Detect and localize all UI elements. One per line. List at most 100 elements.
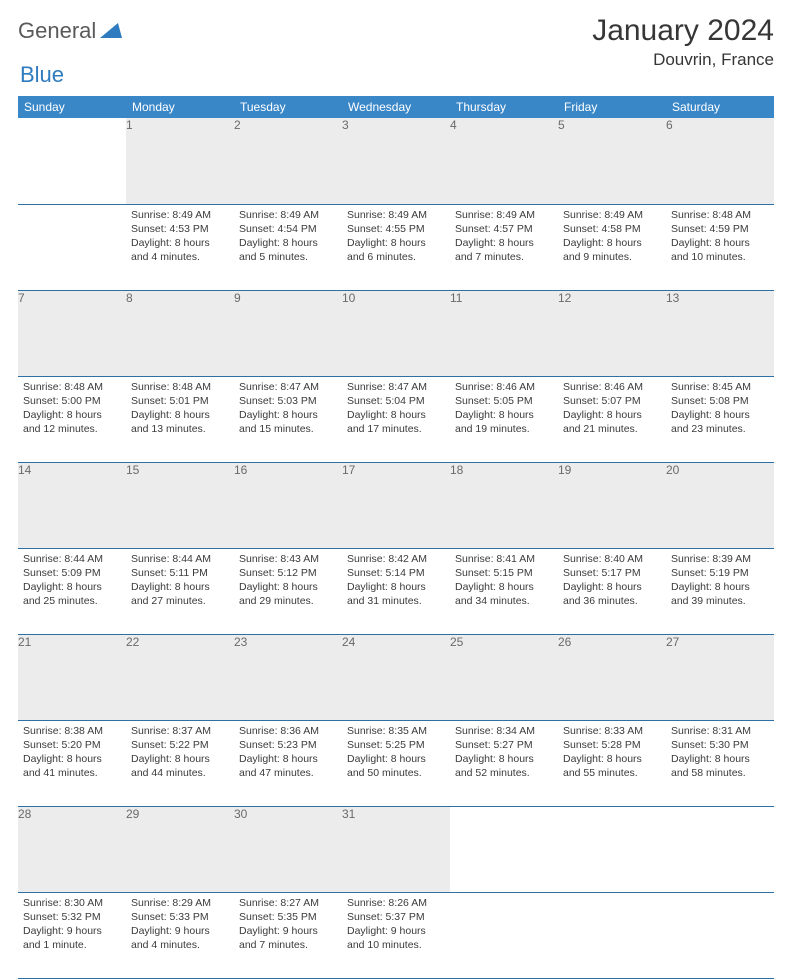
day-cell: Sunrise: 8:46 AMSunset: 5:05 PMDaylight:…	[450, 376, 558, 462]
day-cell: Sunrise: 8:43 AMSunset: 5:12 PMDaylight:…	[234, 548, 342, 634]
day-number: 30	[234, 806, 342, 892]
sunrise-line: Sunrise: 8:49 AM	[563, 208, 661, 222]
sunset-line: Sunset: 5:22 PM	[131, 738, 229, 752]
location: Douvrin, France	[592, 50, 774, 70]
sunset-line: Sunset: 4:57 PM	[455, 222, 553, 236]
day-cell: Sunrise: 8:49 AMSunset: 4:57 PMDaylight:…	[450, 204, 558, 290]
day-cell: Sunrise: 8:29 AMSunset: 5:33 PMDaylight:…	[126, 892, 234, 978]
day-cell: Sunrise: 8:36 AMSunset: 5:23 PMDaylight:…	[234, 720, 342, 806]
day-cell: Sunrise: 8:46 AMSunset: 5:07 PMDaylight:…	[558, 376, 666, 462]
daylight-line: Daylight: 9 hours and 4 minutes.	[131, 924, 229, 952]
day-number: 3	[342, 118, 450, 204]
weekday-header: Wednesday	[342, 96, 450, 118]
daylight-line: Daylight: 8 hours and 34 minutes.	[455, 580, 553, 608]
day-cell: Sunrise: 8:45 AMSunset: 5:08 PMDaylight:…	[666, 376, 774, 462]
sunset-line: Sunset: 5:19 PM	[671, 566, 769, 580]
day-number: 21	[18, 634, 126, 720]
sunrise-line: Sunrise: 8:44 AM	[23, 552, 121, 566]
day-number: 27	[666, 634, 774, 720]
day-cell: Sunrise: 8:26 AMSunset: 5:37 PMDaylight:…	[342, 892, 450, 978]
logo-triangle-icon	[100, 20, 122, 43]
sunrise-line: Sunrise: 8:44 AM	[131, 552, 229, 566]
sunrise-line: Sunrise: 8:47 AM	[347, 380, 445, 394]
day-number	[666, 806, 774, 892]
sunrise-line: Sunrise: 8:46 AM	[563, 380, 661, 394]
daylight-line: Daylight: 8 hours and 27 minutes.	[131, 580, 229, 608]
sunrise-line: Sunrise: 8:31 AM	[671, 724, 769, 738]
weekday-header-row: SundayMondayTuesdayWednesdayThursdayFrid…	[18, 96, 774, 118]
day-number: 7	[18, 290, 126, 376]
sunset-line: Sunset: 5:12 PM	[239, 566, 337, 580]
day-cell: Sunrise: 8:31 AMSunset: 5:30 PMDaylight:…	[666, 720, 774, 806]
day-number: 12	[558, 290, 666, 376]
sunrise-line: Sunrise: 8:33 AM	[563, 724, 661, 738]
sunset-line: Sunset: 5:25 PM	[347, 738, 445, 752]
day-number-row: 28293031	[18, 806, 774, 892]
weekday-header: Monday	[126, 96, 234, 118]
day-number: 29	[126, 806, 234, 892]
day-number: 11	[450, 290, 558, 376]
day-number: 17	[342, 462, 450, 548]
day-cell: Sunrise: 8:35 AMSunset: 5:25 PMDaylight:…	[342, 720, 450, 806]
day-number: 9	[234, 290, 342, 376]
sunset-line: Sunset: 5:35 PM	[239, 910, 337, 924]
daylight-line: Daylight: 8 hours and 25 minutes.	[23, 580, 121, 608]
sunset-line: Sunset: 5:30 PM	[671, 738, 769, 752]
day-number: 31	[342, 806, 450, 892]
sunrise-line: Sunrise: 8:26 AM	[347, 896, 445, 910]
day-number: 6	[666, 118, 774, 204]
sunrise-line: Sunrise: 8:29 AM	[131, 896, 229, 910]
day-cell: Sunrise: 8:47 AMSunset: 5:04 PMDaylight:…	[342, 376, 450, 462]
daylight-line: Daylight: 8 hours and 55 minutes.	[563, 752, 661, 780]
daylight-line: Daylight: 8 hours and 10 minutes.	[671, 236, 769, 264]
daylight-line: Daylight: 8 hours and 52 minutes.	[455, 752, 553, 780]
day-number: 5	[558, 118, 666, 204]
logo: General	[18, 14, 124, 44]
daylight-line: Daylight: 9 hours and 10 minutes.	[347, 924, 445, 952]
day-number-row: 21222324252627	[18, 634, 774, 720]
sunset-line: Sunset: 5:15 PM	[455, 566, 553, 580]
day-number	[450, 806, 558, 892]
sunrise-line: Sunrise: 8:27 AM	[239, 896, 337, 910]
sunrise-line: Sunrise: 8:49 AM	[239, 208, 337, 222]
day-cell: Sunrise: 8:37 AMSunset: 5:22 PMDaylight:…	[126, 720, 234, 806]
sunset-line: Sunset: 5:08 PM	[671, 394, 769, 408]
sunset-line: Sunset: 5:04 PM	[347, 394, 445, 408]
daylight-line: Daylight: 8 hours and 31 minutes.	[347, 580, 445, 608]
daylight-line: Daylight: 8 hours and 21 minutes.	[563, 408, 661, 436]
sunset-line: Sunset: 5:05 PM	[455, 394, 553, 408]
day-cell: Sunrise: 8:40 AMSunset: 5:17 PMDaylight:…	[558, 548, 666, 634]
day-cell: Sunrise: 8:33 AMSunset: 5:28 PMDaylight:…	[558, 720, 666, 806]
sunset-line: Sunset: 4:58 PM	[563, 222, 661, 236]
daylight-line: Daylight: 8 hours and 9 minutes.	[563, 236, 661, 264]
sunrise-line: Sunrise: 8:34 AM	[455, 724, 553, 738]
daylight-line: Daylight: 8 hours and 23 minutes.	[671, 408, 769, 436]
daylight-line: Daylight: 8 hours and 39 minutes.	[671, 580, 769, 608]
sunrise-line: Sunrise: 8:48 AM	[671, 208, 769, 222]
day-number: 24	[342, 634, 450, 720]
day-cell: Sunrise: 8:39 AMSunset: 5:19 PMDaylight:…	[666, 548, 774, 634]
logo-text-general: General	[18, 18, 96, 44]
day-cell: Sunrise: 8:30 AMSunset: 5:32 PMDaylight:…	[18, 892, 126, 978]
day-number: 14	[18, 462, 126, 548]
day-number: 25	[450, 634, 558, 720]
week-row: Sunrise: 8:44 AMSunset: 5:09 PMDaylight:…	[18, 548, 774, 634]
sunrise-line: Sunrise: 8:48 AM	[23, 380, 121, 394]
day-number: 18	[450, 462, 558, 548]
day-cell: Sunrise: 8:49 AMSunset: 4:58 PMDaylight:…	[558, 204, 666, 290]
sunrise-line: Sunrise: 8:48 AM	[131, 380, 229, 394]
day-cell	[666, 892, 774, 978]
day-number: 26	[558, 634, 666, 720]
sunset-line: Sunset: 5:32 PM	[23, 910, 121, 924]
day-cell	[450, 892, 558, 978]
day-cell: Sunrise: 8:49 AMSunset: 4:54 PMDaylight:…	[234, 204, 342, 290]
day-cell: Sunrise: 8:48 AMSunset: 4:59 PMDaylight:…	[666, 204, 774, 290]
day-number-row: 14151617181920	[18, 462, 774, 548]
day-cell: Sunrise: 8:42 AMSunset: 5:14 PMDaylight:…	[342, 548, 450, 634]
sunset-line: Sunset: 4:54 PM	[239, 222, 337, 236]
day-number: 8	[126, 290, 234, 376]
sunset-line: Sunset: 5:28 PM	[563, 738, 661, 752]
day-cell: Sunrise: 8:44 AMSunset: 5:09 PMDaylight:…	[18, 548, 126, 634]
week-row: Sunrise: 8:48 AMSunset: 5:00 PMDaylight:…	[18, 376, 774, 462]
daylight-line: Daylight: 8 hours and 47 minutes.	[239, 752, 337, 780]
